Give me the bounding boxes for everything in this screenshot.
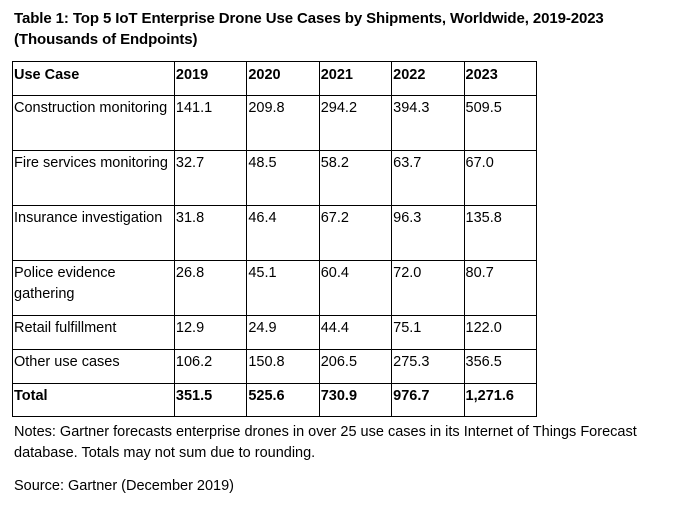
table-row: Fire services monitoring 32.7 48.5 58.2 … (12, 150, 538, 206)
total-row: Total 351.5 525.6 730.9 976.7 1,271.6 (12, 383, 538, 417)
value-cell: 31.8 (173, 205, 248, 261)
use-case-cell: Construction monitoring (12, 95, 175, 151)
header-row: Use Case 2019 2020 2021 2022 2023 (12, 61, 538, 96)
value-cell: 46.4 (246, 205, 320, 261)
use-case-cell: Insurance investigation (12, 205, 175, 261)
value-cell: 44.4 (318, 315, 393, 350)
table-notes: Notes: Gartner forecasts enterprise dron… (14, 424, 637, 461)
value-cell: 60.4 (318, 260, 393, 316)
value-cell: 48.5 (246, 150, 320, 206)
value-cell: 135.8 (463, 205, 538, 261)
value-cell: 72.0 (391, 260, 465, 316)
value-cell: 67.0 (463, 150, 538, 206)
total-value-cell: 1,271.6 (463, 383, 538, 417)
value-cell: 294.2 (318, 95, 393, 151)
value-cell: 141.1 (173, 95, 248, 151)
value-cell: 356.5 (463, 349, 538, 384)
header-2020: 2020 (246, 61, 320, 96)
value-cell: 58.2 (318, 150, 393, 206)
header-use-case: Use Case (12, 61, 175, 96)
value-cell: 75.1 (391, 315, 465, 350)
value-cell: 275.3 (391, 349, 465, 384)
total-label-cell: Total (12, 383, 175, 417)
header-2021: 2021 (318, 61, 393, 96)
use-case-cell: Retail fulfillment (12, 315, 175, 350)
value-cell: 26.8 (173, 260, 248, 316)
table-row: Police evidence gathering 26.8 45.1 60.4… (12, 260, 538, 316)
use-case-cell: Fire services monitoring (12, 150, 175, 206)
value-cell: 209.8 (246, 95, 320, 151)
header-2022: 2022 (391, 61, 465, 96)
table-row: Retail fulfillment 12.9 24.9 44.4 75.1 1… (12, 315, 538, 350)
table-row: Construction monitoring 141.1 209.8 294.… (12, 95, 538, 151)
value-cell: 12.9 (173, 315, 248, 350)
drone-use-cases-table: Use Case 2019 2020 2021 2022 2023 Constr… (12, 61, 538, 417)
value-cell: 24.9 (246, 315, 320, 350)
use-case-cell: Police evidence gathering (12, 260, 175, 316)
value-cell: 96.3 (391, 205, 465, 261)
value-cell: 45.1 (246, 260, 320, 316)
value-cell: 67.2 (318, 205, 393, 261)
value-cell: 394.3 (391, 95, 465, 151)
value-cell: 150.8 (246, 349, 320, 384)
value-cell: 80.7 (463, 260, 538, 316)
header-2019: 2019 (173, 61, 248, 96)
header-2023: 2023 (463, 61, 538, 96)
table-source: Source: Gartner (December 2019) (14, 478, 235, 494)
use-case-cell: Other use cases (12, 349, 175, 384)
value-cell: 509.5 (463, 95, 538, 151)
value-cell: 122.0 (463, 315, 538, 350)
value-cell: 206.5 (318, 349, 393, 384)
table-title: Table 1: Top 5 IoT Enterprise Drone Use … (14, 10, 604, 48)
total-value-cell: 976.7 (391, 383, 465, 417)
total-value-cell: 730.9 (318, 383, 393, 417)
value-cell: 63.7 (391, 150, 465, 206)
table-row: Other use cases 106.2 150.8 206.5 275.3 … (12, 349, 538, 384)
value-cell: 32.7 (173, 150, 248, 206)
total-value-cell: 351.5 (173, 383, 248, 417)
value-cell: 106.2 (173, 349, 248, 384)
total-value-cell: 525.6 (246, 383, 320, 417)
table-row: Insurance investigation 31.8 46.4 67.2 9… (12, 205, 538, 261)
